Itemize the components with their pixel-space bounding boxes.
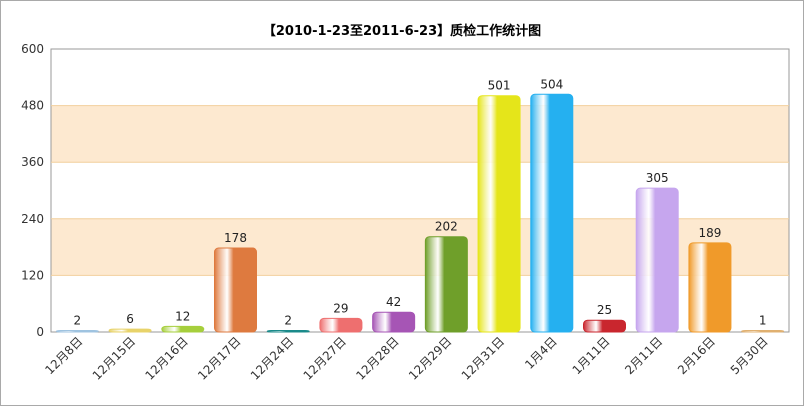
x-tick-label: 12月17日	[195, 334, 243, 382]
data-label: 202	[435, 220, 458, 234]
plot-border	[50, 48, 790, 333]
x-tick-label: 2月16日	[675, 334, 718, 377]
data-label: 6	[126, 312, 134, 326]
data-label: 42	[386, 295, 401, 309]
bar-4[interactable]	[266, 330, 310, 333]
x-tick-label: 12月31日	[459, 334, 507, 382]
bar-9[interactable]	[530, 93, 574, 333]
data-label: 2	[74, 314, 82, 328]
x-tick-label: 12月24日	[248, 334, 296, 382]
data-label: 504	[540, 77, 563, 91]
bar-10[interactable]	[583, 319, 626, 333]
data-label: 1	[759, 314, 767, 328]
x-tick-label: 12月8日	[42, 334, 85, 377]
data-label: 12	[175, 309, 190, 323]
bar-11[interactable]	[635, 187, 679, 333]
y-tick-label: 120	[21, 268, 44, 282]
data-label: 305	[646, 171, 669, 185]
bar-7[interactable]	[424, 236, 468, 333]
y-tick-label: 360	[21, 155, 44, 169]
x-axis: 12月8日 12月15日 12月16日 12月17日 12月24日 12月27日 12月28…	[42, 334, 770, 382]
y-tick-label: 240	[21, 212, 44, 226]
bar-3[interactable]	[214, 247, 257, 333]
bar-8[interactable]	[477, 95, 521, 333]
y-tick-label: 480	[21, 99, 44, 113]
data-label: 25	[597, 303, 612, 317]
x-tick-label: 5月30日	[728, 334, 771, 377]
bar-2[interactable]	[161, 325, 205, 333]
data-label: 2	[284, 314, 292, 328]
chart-title: 【2010-1-23至2011-6-23】质检工作统计图	[263, 23, 541, 39]
bar-0[interactable]	[55, 330, 99, 333]
data-label: 501	[488, 79, 511, 93]
bar-12[interactable]	[688, 242, 732, 333]
bar-13[interactable]	[741, 330, 785, 333]
x-tick-label: 2月11日	[622, 334, 665, 377]
data-label: 189	[698, 226, 721, 240]
data-labels: 2 6 12 178 2 29 42 202 501 504 25 305 189 1	[74, 77, 767, 327]
bar-6[interactable]	[372, 311, 416, 333]
bar-1[interactable]	[108, 328, 152, 333]
x-tick-label: 12月15日	[90, 334, 138, 382]
data-label: 29	[333, 301, 348, 315]
bar-5[interactable]	[319, 317, 363, 333]
y-tick-label: 600	[21, 42, 44, 56]
y-axis: 0 120 240 360 480 600	[21, 42, 44, 339]
x-tick-label: 1月11日	[570, 334, 613, 377]
x-tick-label: 12月16日	[142, 334, 190, 382]
bars	[55, 93, 785, 333]
x-tick-label: 12月27日	[301, 334, 349, 382]
x-tick-label: 12月29日	[406, 334, 454, 382]
data-label: 178	[224, 231, 247, 245]
x-tick-label: 12月28日	[353, 334, 401, 382]
grid-band	[51, 105, 789, 163]
y-tick-label: 0	[36, 325, 44, 339]
x-tick-label: 1月4日	[522, 334, 560, 372]
